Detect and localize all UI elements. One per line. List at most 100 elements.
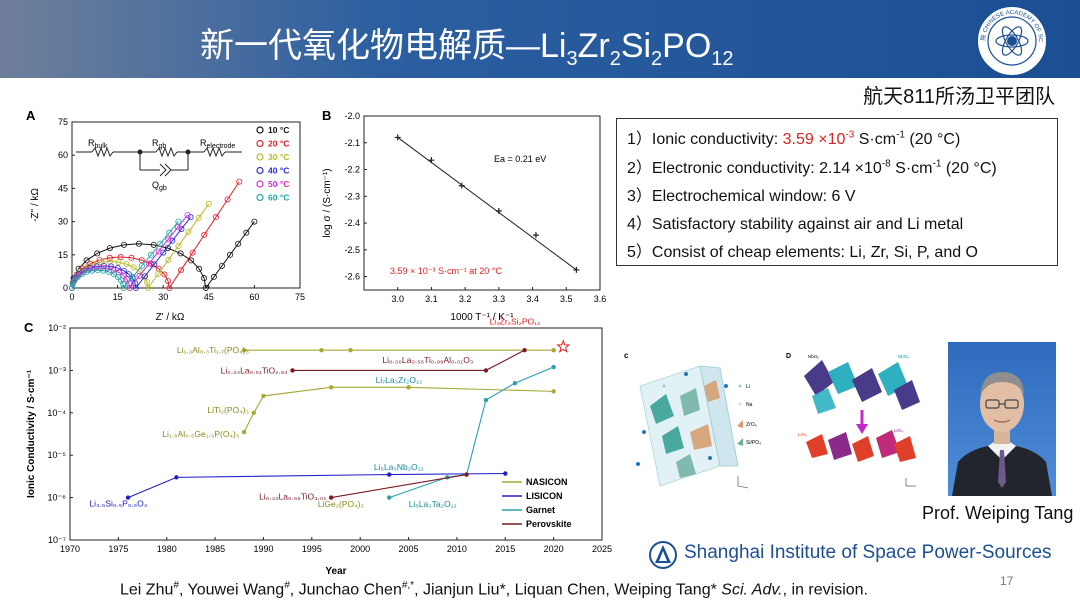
svg-text:Li: Li bbox=[746, 384, 750, 390]
data-point bbox=[503, 471, 508, 476]
legend-label: 20 °C bbox=[268, 139, 289, 149]
data-point bbox=[201, 231, 208, 238]
data-point bbox=[146, 260, 153, 267]
data-point bbox=[132, 284, 139, 291]
data-point bbox=[85, 267, 92, 274]
data-point bbox=[120, 284, 127, 291]
y-tick-label: -2.4 bbox=[344, 218, 360, 228]
data-point bbox=[117, 254, 124, 261]
panel-c-letter: C bbox=[24, 320, 34, 335]
y-tick-label: 10⁻⁷ bbox=[48, 535, 66, 545]
panel-b-ylabel: log σ / (S·cm⁻¹) bbox=[322, 168, 333, 237]
x-tick-label: 1970 bbox=[60, 544, 80, 554]
data-point bbox=[164, 245, 171, 252]
data-point bbox=[74, 273, 81, 280]
data-point bbox=[94, 250, 101, 257]
data-point bbox=[129, 273, 136, 280]
data-point bbox=[512, 380, 518, 386]
data-point bbox=[428, 157, 435, 164]
conductivity-annotation: 3.59 × 10⁻³ S·cm⁻¹ at 20 °C bbox=[390, 266, 502, 276]
series-fit-line bbox=[71, 181, 240, 290]
data-point bbox=[532, 232, 539, 239]
property-5: 5）Consist of cheap elements: Li, Zr, Si,… bbox=[627, 244, 978, 261]
data-point bbox=[125, 271, 132, 278]
data-point bbox=[243, 229, 250, 236]
x-tick-label: 1990 bbox=[253, 544, 273, 554]
legend-label: 40 °C bbox=[268, 166, 289, 176]
data-point bbox=[227, 251, 234, 258]
data-point bbox=[138, 262, 145, 269]
compound-label: Li₁.₅Al₀.₅Ge₁.₅P(O₄)₃ bbox=[162, 429, 239, 439]
y-tick-label: -2.6 bbox=[344, 272, 360, 282]
compound-label: Li₃Zr₂Si₂PO₁₂ bbox=[490, 318, 541, 327]
y-tick-label: -2.3 bbox=[344, 191, 360, 201]
sips-emblem-icon bbox=[649, 541, 677, 569]
y-tick-label: 0 bbox=[63, 283, 68, 293]
data-point bbox=[148, 251, 155, 258]
data-point bbox=[138, 257, 145, 264]
data-point bbox=[185, 228, 192, 235]
legend-label: LISICON bbox=[526, 491, 563, 501]
data-point bbox=[110, 271, 117, 278]
legend-label: Garnet bbox=[526, 505, 555, 515]
data-point bbox=[78, 271, 85, 278]
data-point bbox=[157, 240, 164, 247]
data-point bbox=[175, 218, 182, 225]
series-line bbox=[331, 473, 467, 499]
series-line bbox=[127, 472, 506, 499]
data-point bbox=[83, 257, 90, 264]
data-point bbox=[328, 385, 334, 390]
data-point bbox=[210, 273, 217, 280]
data-point bbox=[120, 281, 127, 288]
activation-energy-label: Ea = 0.21 eV bbox=[494, 154, 546, 164]
data-point bbox=[115, 259, 122, 266]
data-point bbox=[328, 495, 334, 500]
data-point bbox=[394, 134, 401, 141]
series-line bbox=[389, 366, 554, 499]
data-point bbox=[166, 284, 173, 291]
x-tick-label: 3.5 bbox=[560, 294, 573, 304]
data-point bbox=[120, 241, 127, 248]
panel-c-ylabel: Ionic Conductivity / S·cm⁻¹ bbox=[26, 369, 37, 498]
panel-a-frame bbox=[71, 121, 301, 289]
x-tick-label: 2005 bbox=[399, 544, 419, 554]
x-tick-label: 2015 bbox=[495, 544, 515, 554]
data-point bbox=[145, 284, 152, 291]
data-point bbox=[123, 261, 130, 268]
panel-a-ylabel: -Z'' / kΩ bbox=[30, 187, 41, 222]
data-point bbox=[120, 272, 127, 279]
compound-label: LiGe₂(PO₄)₃ bbox=[318, 499, 364, 509]
crystal-structure-d: D NbO₆ NbO₆ LiO₆ LiO₄ bbox=[786, 353, 920, 487]
data-point bbox=[150, 241, 157, 248]
compound-label: Li₅La₃Ta₂O₁₂ bbox=[409, 499, 457, 509]
legend-label: 30 °C bbox=[268, 152, 289, 162]
data-point bbox=[178, 225, 185, 232]
data-point bbox=[175, 242, 182, 249]
crystal-structure-c: c Li Na ZrO₆ Si/PO₄ bbox=[624, 351, 761, 489]
x-tick-label: 3.6 bbox=[594, 294, 607, 304]
slide-title: 新一代氧化物电解质—Li3Zr2Si2PO12 bbox=[200, 27, 734, 70]
x-tick-label: 30 bbox=[158, 292, 168, 302]
panel-b-xlabel: 1000 T⁻¹ / K⁻¹ bbox=[450, 312, 514, 323]
svg-text:LiO₄: LiO₄ bbox=[894, 428, 903, 433]
data-point bbox=[241, 429, 247, 435]
data-point bbox=[130, 264, 137, 271]
legend-marker bbox=[256, 126, 264, 134]
panel-a-letter: A bbox=[26, 108, 36, 123]
y-tick-label: -2.2 bbox=[344, 165, 360, 175]
x-tick-label: 2025 bbox=[592, 544, 612, 554]
data-point bbox=[188, 257, 195, 264]
data-point bbox=[165, 278, 172, 285]
data-point bbox=[100, 267, 107, 274]
compound-label: Li₃.₅Si₀.₅P₀.₅O₄ bbox=[89, 498, 147, 508]
legend-label: 10 °C bbox=[268, 125, 289, 135]
data-point bbox=[166, 229, 173, 236]
data-point bbox=[155, 248, 162, 255]
svg-text:LiO₆: LiO₆ bbox=[798, 432, 807, 437]
y-tick-label: 75 bbox=[58, 117, 68, 127]
svg-text:Si/PO₄: Si/PO₄ bbox=[746, 440, 761, 446]
panel-b-letter: B bbox=[322, 108, 331, 123]
data-point bbox=[522, 347, 527, 353]
panel-c-conductivity-history-chart: C 1970 1975 1980 1985 1990 1995 2000 2005 2010 20… bbox=[24, 318, 612, 577]
data-point bbox=[196, 265, 203, 272]
